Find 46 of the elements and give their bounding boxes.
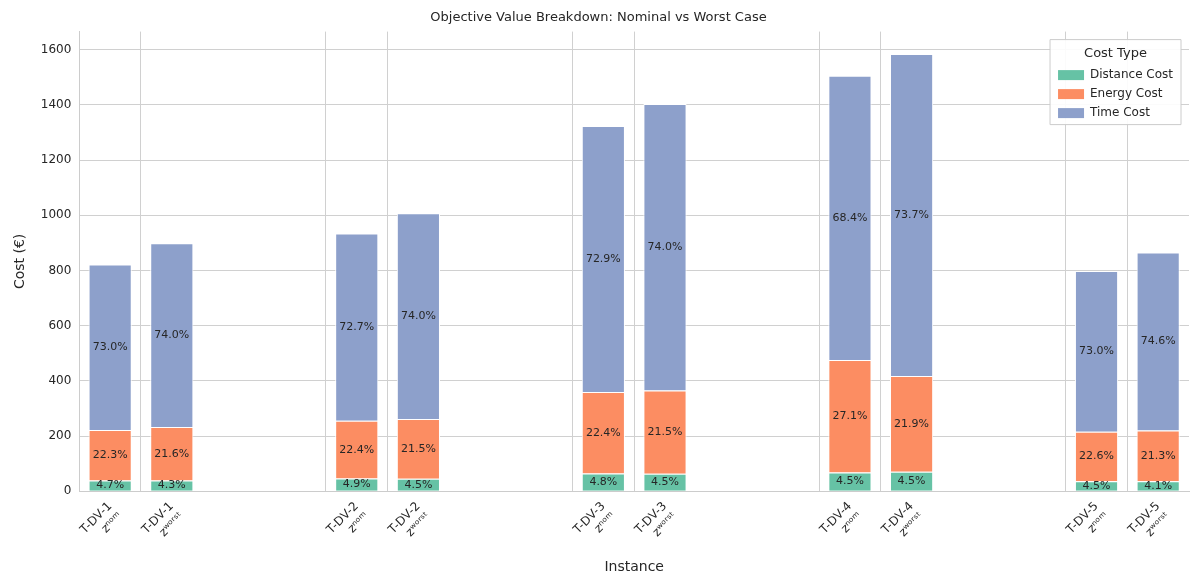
y-axis-title: Cost (€)	[11, 233, 28, 290]
y-tick-label: 200	[48, 428, 72, 443]
annotation: 4.5%	[897, 474, 926, 488]
y-tick-label: 1400	[40, 97, 72, 112]
annotation: 22.6%	[1079, 449, 1114, 463]
legend-label: Time Cost	[1089, 105, 1151, 120]
y-tick-label: 1200	[40, 152, 72, 167]
legend-label: Distance Cost	[1090, 67, 1174, 82]
annotation: 4.5%	[835, 474, 864, 488]
y-tick-label: 800	[48, 262, 72, 277]
annotation: 74.0%	[154, 327, 190, 341]
annotation: 21.9%	[894, 416, 930, 430]
annotation: 4.8%	[589, 475, 618, 488]
annotation: 4.1%	[1144, 478, 1173, 492]
annotation: 22.3%	[92, 448, 128, 462]
annotation: 73.0%	[92, 340, 128, 354]
annotation: 73.0%	[1079, 344, 1114, 358]
y-tick-label: 1600	[40, 41, 72, 56]
annotation: 22.4%	[339, 442, 375, 456]
annotation: 22.4%	[585, 425, 621, 439]
annotation: 4.3%	[157, 478, 186, 492]
y-tick-label: 600	[48, 317, 72, 332]
annotation: 21.6%	[154, 446, 190, 460]
legend-title: Cost Type	[1084, 44, 1147, 60]
y-tick-label: 1000	[40, 207, 72, 222]
annotation: 21.3%	[1140, 448, 1176, 462]
y-tick-label: 0	[63, 483, 72, 498]
legend-label: Energy Cost	[1090, 86, 1163, 101]
annotation: 21.5%	[647, 425, 683, 439]
annotation: 74.6%	[1140, 334, 1176, 348]
annotation: 4.5%	[1082, 478, 1111, 492]
annotation: 72.9%	[585, 251, 621, 265]
annotation: 4.9%	[342, 477, 371, 491]
annotation: 27.1%	[832, 409, 868, 423]
chart-title: Objective Value Breakdown: Nominal vs Worst Case	[430, 9, 767, 25]
annotation: 68.4%	[832, 210, 868, 224]
annotation: 21.5%	[400, 441, 436, 455]
annotation: 74.0%	[400, 308, 436, 322]
annotation: 72.7%	[339, 320, 375, 334]
annotation: 4.7%	[96, 478, 125, 492]
annotation: 73.7%	[894, 207, 930, 221]
annotation: 4.5%	[404, 477, 433, 491]
y-tick-label: 400	[48, 372, 72, 387]
annotation: 4.5%	[651, 475, 679, 489]
x-axis-title: Instance	[604, 558, 664, 575]
annotation: 74.0%	[647, 240, 683, 254]
